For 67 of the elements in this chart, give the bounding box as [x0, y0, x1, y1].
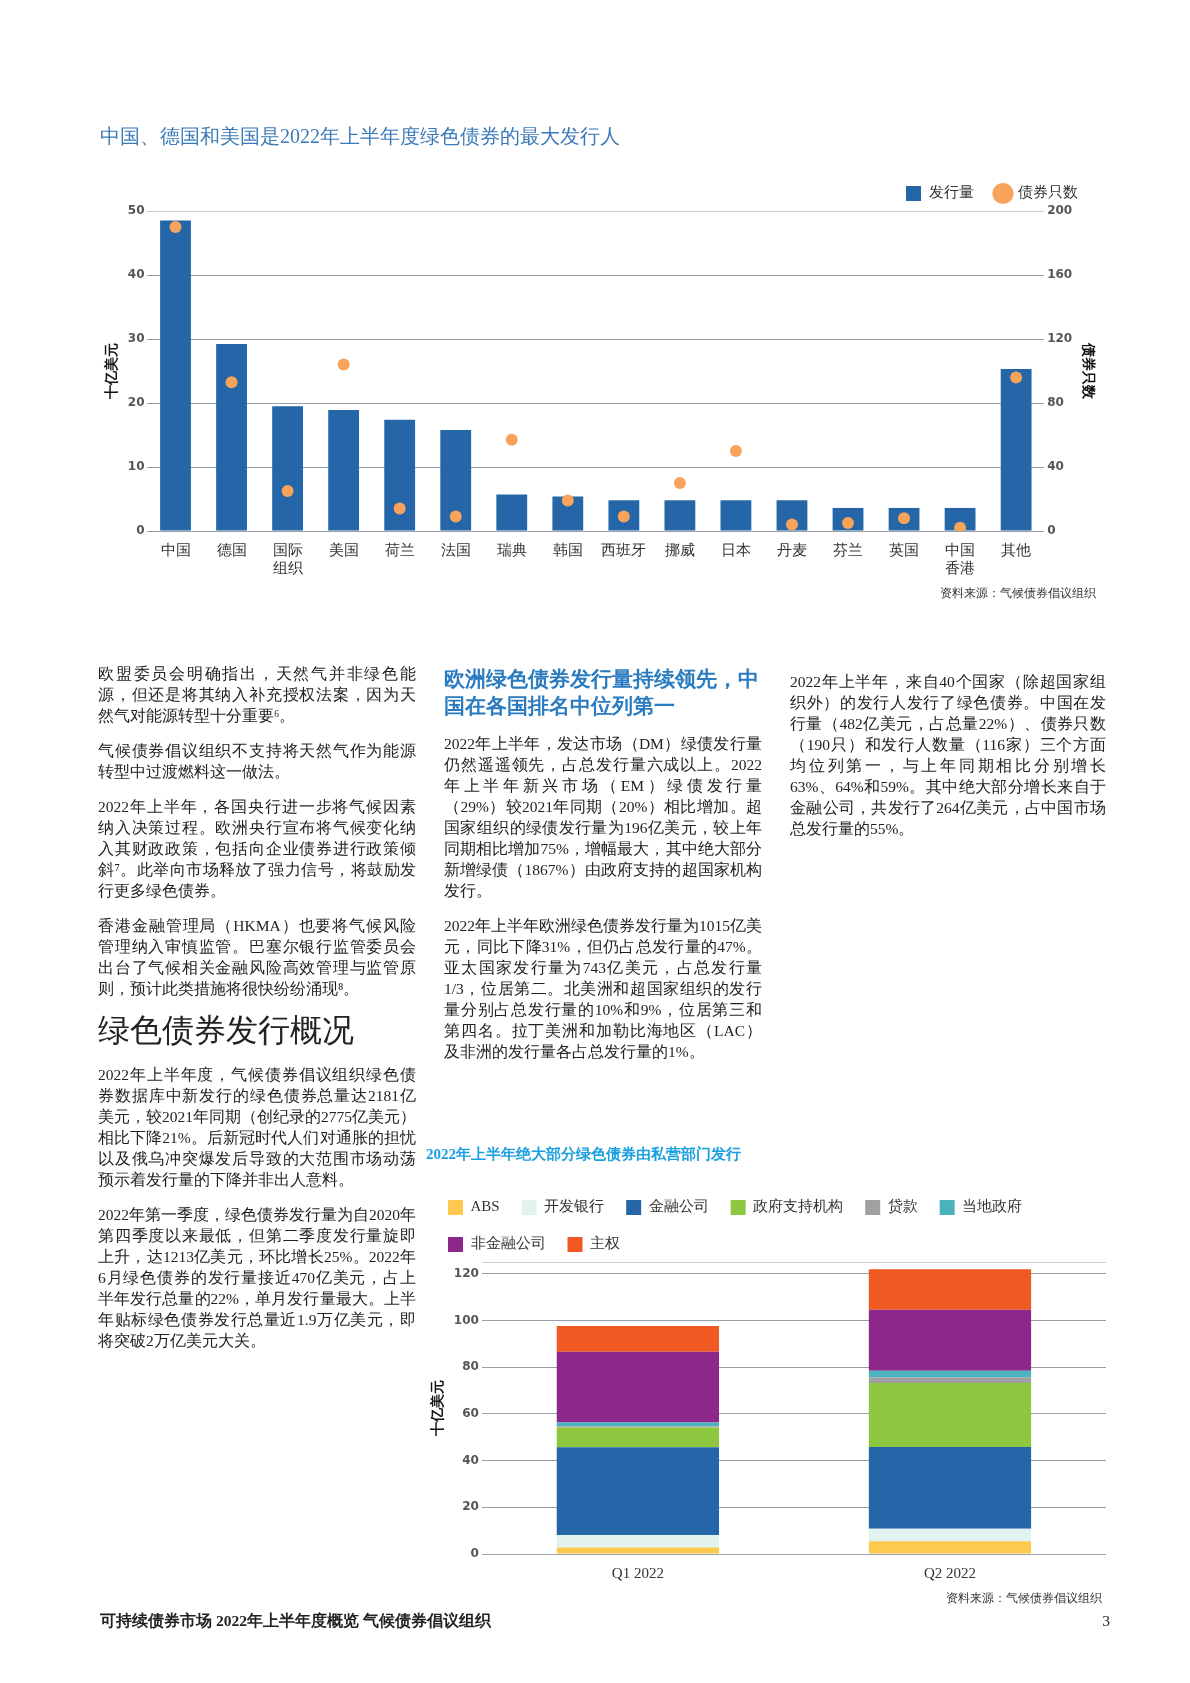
legend-label: 当地政府	[962, 1198, 1023, 1215]
text: 2022年上半年度，气候债券倡议组织绿色债券数据库中新发行的绿色债券总量达2181亿美元，较2021年同期（创纪录的2775亿美元）相比下降21%。后新冠时代人们对通胀的担忧以及俄乌冲突爆发后导致的大范围市场动荡预示着发行量的下降并非出人意料。	[98, 1064, 416, 1190]
x-tick-label: 西班牙	[601, 541, 647, 558]
y2-tick-label: 0	[1047, 523, 1056, 538]
x-tick-label: 法国	[440, 541, 471, 558]
x-tick-label: Q2 2022	[923, 1564, 977, 1581]
y2-axis-title: 债券只数	[1080, 342, 1097, 400]
text: 绿色债券发行概况	[98, 1011, 355, 1050]
y2-tick-label: 80	[1047, 395, 1064, 410]
text: 2022年上半年欧洲绿色债券发行量为1015亿美元，同比下降31%，但仍占总发行量的47%。亚太国家发行量为743亿美元，占总发行量1/3，位居第二。北美洲和超国家组织的发行量分别占总发行量的10%和9%，位居第三和第四名。拉丁美洲和加勒比海地区（LAC）及非洲的发行量各占总发行量的1%。	[444, 915, 762, 1062]
y-tick-label: 0	[136, 523, 145, 538]
y2-tick-label: 200	[1047, 203, 1073, 218]
legend-label: 开发银行	[544, 1198, 605, 1215]
x-tick-label: Q1 2022	[611, 1564, 664, 1581]
legend-label: 贷款	[887, 1198, 918, 1215]
y2-tick-label: 120	[1047, 331, 1073, 346]
legend-label: 非金融公司	[470, 1235, 546, 1252]
y-tick-label: 40	[462, 1452, 479, 1467]
legend-label: 金融公司	[648, 1198, 709, 1215]
x-tick-label: 芬兰	[833, 541, 864, 558]
x-tick-label: 挪威	[664, 541, 695, 558]
y-tick-label: 80	[462, 1359, 479, 1374]
text: 2022年第一季度，绿色债券发行量为自2020年第四季度以来最低，但第二季度发行量旋即上升，达1213亿美元，环比增长25%。2022年6月绿色债券的发行量接近470亿美元，占上半年发行总量的22%，单月发行量最大。上半年贴标绿色债券发行总量近1.9万亿美元，即将突破2万亿美元大关。	[98, 1204, 416, 1351]
x-tick-label: 中国	[160, 541, 191, 558]
text: 2022年上半年，发达市场（DM）绿债发行量仍然遥遥领先，占总发行量六成以上。2022年上半年新兴市场（EM）绿债发行量（29%）较2021年同期（20%）相比增加。超国家组织的绿债发行量为196亿美元，较上年同期相比增加75%，增幅最大，其中绝大部分新增绿债（1867%）由政府支持的超国家机构发行。	[444, 733, 762, 901]
x-tick-label: 德国	[216, 541, 247, 558]
y-tick-label: 20	[462, 1499, 479, 1514]
y-tick-label: 40	[127, 267, 145, 282]
x-tick-label: 国际组织	[272, 541, 303, 576]
text: 欧洲绿色债券发行量持续领先，中国在各国排名中位列第一	[444, 666, 760, 721]
text: 香港金融管理局（HKMA）也要将气候风险管理纳入审慎监管。巴塞尔银行监管委员会出台了气候相关金融风险高效管理与监管原则，预计此类措施将很快纷纷涌现⁸。	[98, 916, 416, 999]
x-tick-label: 其他	[1001, 541, 1032, 558]
y-tick-label: 50	[127, 203, 145, 218]
y-axis-title: 十亿美元	[103, 343, 120, 400]
text: 资料来源：气候债券倡议组织	[945, 1590, 1103, 1607]
legend-label: ABS	[470, 1198, 500, 1215]
x-tick-label: 荷兰	[384, 541, 415, 558]
y-tick-label: 20	[127, 395, 145, 410]
y-tick-label: 10	[127, 459, 145, 474]
x-tick-label: 瑞典	[496, 541, 527, 558]
x-tick-label: 日本	[720, 541, 751, 558]
y2-tick-label: 160	[1047, 267, 1073, 282]
chart-title: 2022年上半年绝大部分绿色债券由私营部门发行	[426, 1144, 741, 1162]
y-tick-label: 30	[127, 331, 145, 346]
y-tick-label: 0	[470, 1546, 479, 1561]
text: 资料来源：气候债券倡议组织	[939, 585, 1097, 602]
text: 3	[1102, 1611, 1110, 1631]
x-tick-label: 丹麦	[776, 541, 807, 558]
text: 欧盟委员会明确指出，天然气并非绿色能源，但还是将其纳入补充授权法案，因为天然气对能源转型十分重要⁶。	[98, 664, 416, 726]
y-tick-label: 100	[453, 1312, 479, 1327]
y-tick-label: 60	[462, 1405, 479, 1420]
legend-label: 政府支持机构	[753, 1198, 844, 1215]
x-tick-label: 中国香港	[945, 541, 976, 576]
x-tick-label: 美国	[328, 541, 359, 558]
text: 可持续债券市场 2022年上半年度概览 气候债券倡议组织	[100, 1611, 491, 1631]
y2-tick-label: 40	[1047, 459, 1064, 474]
y-axis-title: 十亿美元	[429, 1380, 446, 1437]
chart-title: 中国、德国和美国是2022年上半年度绿色债券的最大发行人	[100, 125, 620, 148]
x-tick-label: 英国	[889, 541, 920, 558]
legend-label: 发行量	[928, 184, 974, 201]
text: 气候债券倡议组织不支持将天然气作为能源转型中过渡燃料这一做法。	[98, 741, 416, 782]
legend-label: 债券只数	[1018, 184, 1078, 201]
text: 2022年上半年，来自40个国家（除超国家组织外）的发行人发行了绿色债券。中国在发行量（482亿美元，占总量22%）、债券只数（190只）和发行人数量（116家）三个方面均位列第一，与上年同期相比分别增长63%、64%和59%。其中绝大部分增长来自于金融公司，共发行了264亿美元，占中国市场总发行量的55%。	[790, 672, 1106, 839]
y-tick-label: 120	[453, 1265, 479, 1280]
text: 2022年上半年，各国央行进一步将气候因素纳入决策过程。欧洲央行宣布将气候变化纳入其财政政策，包括向企业债券进行政策倾斜⁷。此举向市场释放了强力信号，将鼓励发行更多绿色债券。	[98, 797, 416, 901]
x-tick-label: 韩国	[552, 541, 583, 558]
legend-label: 主权	[590, 1235, 620, 1252]
